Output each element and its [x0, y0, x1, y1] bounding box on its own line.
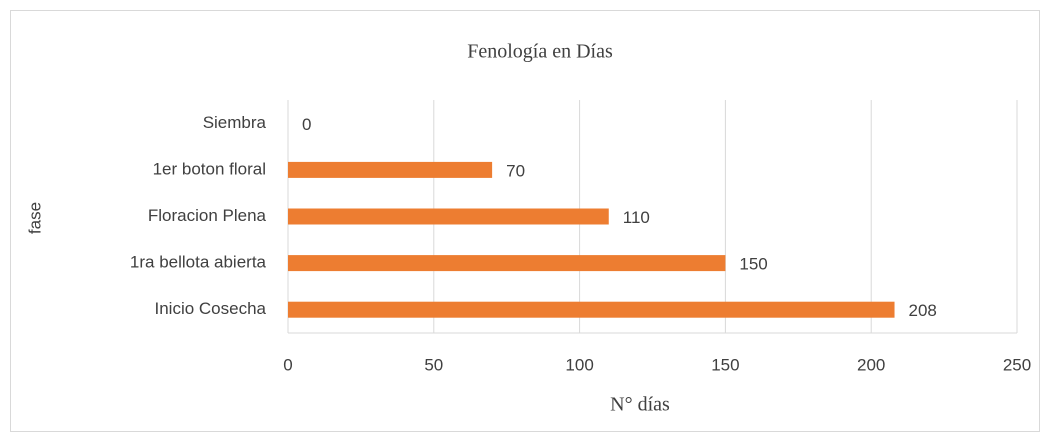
x-tick-label: 100 [565, 355, 593, 374]
data-label: 208 [909, 301, 937, 320]
x-tick-label: 250 [1003, 355, 1031, 374]
data-label: 70 [506, 161, 525, 180]
y-tick-label: Siembra [203, 113, 267, 132]
x-tick-label: 50 [424, 355, 443, 374]
data-label: 0 [302, 115, 311, 134]
y-tick-label: Floracion Plena [148, 206, 267, 225]
data-label: 110 [623, 208, 650, 227]
y-axis-label: fase [25, 202, 44, 234]
bar [288, 208, 609, 225]
y-tick-label: 1ra bellota abierta [130, 253, 267, 272]
bar [288, 255, 726, 272]
y-tick-label: Inicio Cosecha [154, 299, 266, 318]
bar [288, 161, 493, 178]
x-tick-label: 0 [283, 355, 292, 374]
x-axis-label: N° días [610, 394, 670, 416]
x-tick-label: 200 [857, 355, 885, 374]
bar [288, 301, 895, 318]
y-tick-label: 1er boton floral [153, 159, 266, 178]
x-tick-label: 150 [711, 355, 739, 374]
data-label: 150 [739, 255, 767, 274]
chart-title: Fenología en Días [467, 41, 613, 63]
